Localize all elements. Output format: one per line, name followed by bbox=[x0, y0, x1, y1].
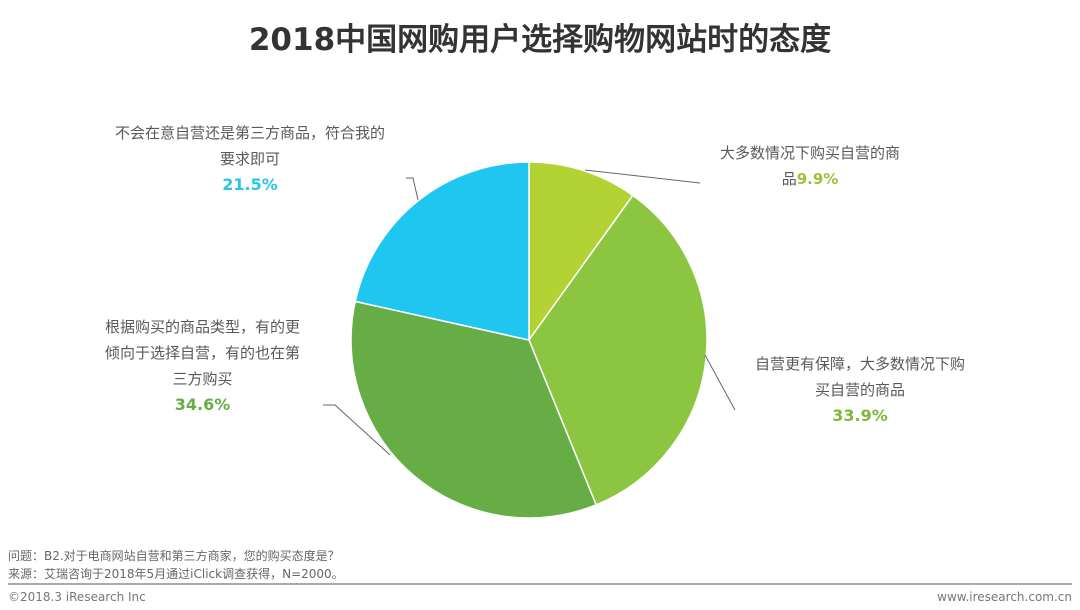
label-text: 要求即可 bbox=[219, 150, 280, 168]
slice-value-0: 9.9% bbox=[796, 170, 839, 188]
question-note: 问题：B2.对于电商网站自营和第三方商家，您的购买态度是？ bbox=[8, 549, 340, 563]
slice-label-2: 根据购买的商品类型，有的更 倾向于选择自营，有的也在第 三方购买 34.6% bbox=[90, 314, 315, 418]
label-text: 自营更有保障，大多数情况下购 bbox=[754, 355, 965, 373]
label-text: 品 bbox=[781, 170, 797, 188]
leader-line-1 bbox=[704, 354, 736, 411]
label-text: 不会在意自营还是第三方商品，符合我的 bbox=[114, 124, 385, 142]
slice-label-3: 不会在意自营还是第三方商品，符合我的 要求即可 21.5% bbox=[90, 120, 410, 198]
chart-title: 2018中国网购用户选择购物网站时的态度 bbox=[248, 22, 832, 58]
pie-slice-3 bbox=[354, 161, 530, 341]
pie-slice-1 bbox=[528, 194, 708, 506]
slice-value-1: 33.9% bbox=[832, 406, 888, 425]
label-text: 大多数情况下购买自营的商 bbox=[719, 144, 900, 162]
label-text: 根据购买的商品类型，有的更 bbox=[104, 318, 300, 336]
leader-line-3 bbox=[406, 177, 419, 201]
slice-label-0: 大多数情况下购买自营的商 品9.9% bbox=[700, 140, 920, 192]
label-text: 买自营的商品 bbox=[814, 381, 905, 399]
slice-value-2: 34.6% bbox=[174, 395, 231, 414]
leader-line-2 bbox=[323, 404, 391, 456]
pie-slice-2 bbox=[350, 300, 598, 519]
label-text: 倾向于选择自营，有的也在第 bbox=[104, 344, 300, 362]
copyright: ©2018.3 iResearch Inc bbox=[8, 590, 146, 604]
slice-label-1: 自营更有保障，大多数情况下购 买自营的商品 33.9% bbox=[735, 351, 985, 429]
slice-value-3: 21.5% bbox=[222, 175, 278, 194]
pie-slice-0 bbox=[528, 161, 634, 343]
source-note: 来源：艾瑞咨询于2018年5月通过iClick调查获得，N=2000。 bbox=[8, 567, 344, 581]
footer-divider bbox=[8, 583, 1072, 585]
label-text: 三方购买 bbox=[172, 370, 233, 388]
leader-line-0 bbox=[584, 169, 701, 184]
website-link[interactable]: www.iresearch.com.cn bbox=[937, 590, 1072, 604]
